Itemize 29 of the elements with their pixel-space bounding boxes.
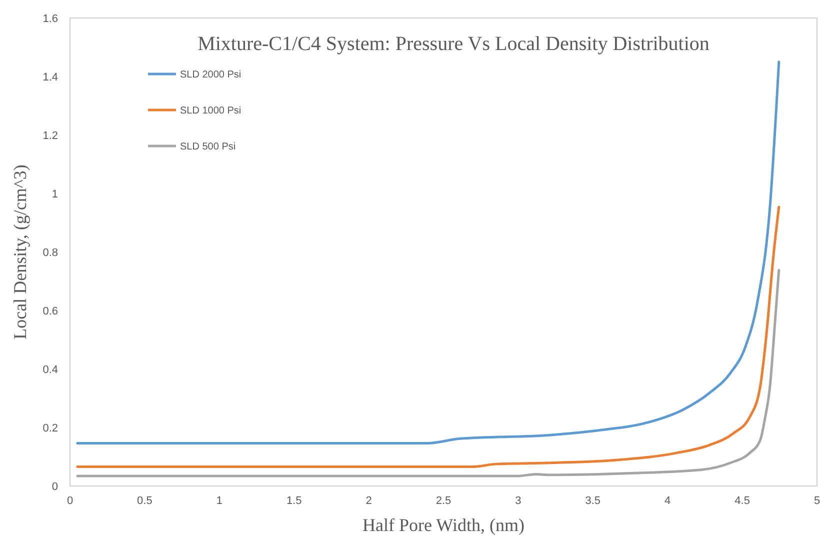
legend-label: SLD 2000 Psi [180,70,242,80]
y-tick-label: 1.4 [42,71,58,84]
x-tick-label: 3 [515,495,522,507]
x-tick-label: 0.5 [137,495,152,507]
text: Mixture-C1/C4 System: Pressure Vs Local Density Distribution [198,33,710,55]
y-tick-label: 1.2 [42,130,58,142]
x-tick-label: 1 [216,495,222,507]
line-series [76,60,780,445]
x-tick-label: 0 [66,495,74,507]
y-tick-label: 0 [52,480,58,493]
y-axis-title: Local Density, (g/cm^3) [10,164,30,340]
x-tick-label: 4.5 [734,495,750,507]
line-series [76,268,780,478]
x-tick-label: 5 [814,495,820,507]
line-series [76,206,780,468]
x-tick-label: 4 [664,495,671,507]
x-tick-label: 1.5 [286,495,302,507]
legend-label: SLD 1000 Psi [180,106,242,116]
y-tick-label: 0.6 [42,305,58,318]
y-tick-label: 1 [52,188,58,200]
x-tick-label: 3.5 [585,495,601,507]
y-tick-label: 0.2 [42,422,58,434]
legend-label: SLD 500 Psi [180,142,236,152]
y-tick-label: 0.4 [42,364,58,376]
x-tick-label: 2.5 [436,495,452,507]
y-tick-label: 0.8 [42,246,58,259]
x-axis-title: Half Pore Width, (nm) [362,515,524,535]
x-tick-label: 2 [366,495,372,507]
y-tick-label: 1.6 [42,12,58,25]
